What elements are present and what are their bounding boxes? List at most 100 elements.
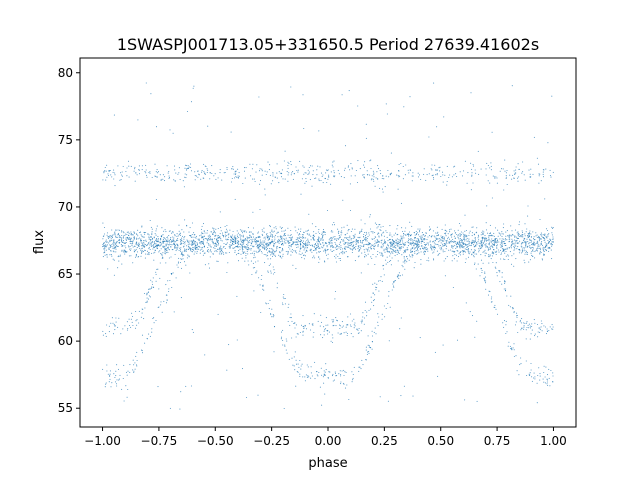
data-point	[511, 178, 513, 180]
data-point	[492, 175, 494, 177]
data-point	[505, 248, 507, 250]
data-point	[375, 286, 377, 288]
data-point	[119, 374, 121, 376]
data-point	[151, 176, 153, 179]
data-point	[520, 357, 522, 359]
data-point	[450, 234, 452, 236]
data-point	[367, 263, 369, 265]
data-point	[462, 247, 464, 249]
data-point	[306, 230, 309, 232]
data-point	[374, 246, 376, 248]
data-point	[335, 248, 337, 251]
data-point	[217, 238, 219, 240]
data-point	[250, 243, 252, 245]
data-point	[282, 344, 284, 346]
data-point	[523, 259, 525, 261]
data-point	[377, 233, 379, 235]
data-point	[521, 230, 523, 232]
data-point	[365, 248, 367, 250]
data-point	[465, 248, 467, 250]
data-point	[435, 232, 437, 234]
data-point	[273, 253, 275, 255]
data-point	[252, 238, 254, 240]
data-point	[513, 246, 516, 248]
data-point	[224, 231, 226, 233]
data-point	[335, 254, 337, 256]
data-point	[189, 240, 191, 242]
data-point	[388, 176, 390, 178]
data-point	[499, 170, 501, 172]
data-point	[332, 373, 334, 375]
data-point	[167, 280, 169, 282]
data-point	[128, 318, 130, 320]
data-point	[417, 246, 420, 249]
data-point	[323, 231, 325, 233]
data-point	[141, 235, 143, 237]
data-point	[389, 247, 391, 249]
data-point	[244, 239, 246, 241]
data-point	[166, 240, 168, 242]
data-point	[302, 315, 304, 317]
data-point	[235, 254, 238, 256]
data-point	[322, 235, 324, 237]
data-point	[489, 167, 491, 169]
data-point	[526, 374, 528, 377]
data-point	[301, 363, 303, 365]
data-point	[131, 321, 133, 323]
data-point	[507, 258, 509, 261]
data-point	[250, 238, 252, 240]
data-point	[283, 235, 285, 237]
data-point	[400, 237, 402, 239]
data-point	[185, 177, 187, 179]
data-point	[379, 396, 381, 398]
data-point	[541, 330, 543, 332]
data-point	[371, 178, 373, 180]
data-point	[484, 255, 486, 257]
data-point	[243, 170, 246, 172]
data-point	[196, 242, 198, 244]
data-point	[471, 226, 473, 228]
data-point	[363, 317, 366, 319]
data-point	[135, 253, 137, 255]
data-point	[174, 253, 176, 256]
data-point	[385, 263, 387, 265]
data-point	[536, 241, 538, 243]
data-point	[278, 240, 280, 242]
data-point	[374, 282, 376, 284]
data-point	[115, 235, 117, 237]
data-point	[445, 241, 447, 243]
data-point	[327, 377, 329, 379]
data-point	[201, 231, 203, 233]
data-point	[400, 243, 402, 246]
data-point	[281, 248, 283, 250]
data-point	[365, 240, 367, 242]
data-point	[534, 378, 536, 380]
data-point	[407, 233, 409, 235]
data-point	[105, 179, 107, 181]
data-point	[412, 395, 414, 397]
data-point	[343, 177, 345, 179]
data-point	[516, 370, 518, 372]
data-point	[348, 245, 350, 247]
data-point	[381, 188, 384, 190]
data-point	[341, 227, 343, 229]
data-point	[478, 242, 480, 244]
x-axis-label: phase	[308, 456, 347, 471]
data-point	[360, 219, 362, 221]
data-point	[183, 261, 186, 263]
data-point	[545, 236, 547, 238]
data-point	[181, 242, 183, 244]
data-point	[160, 301, 162, 303]
data-point	[181, 253, 183, 255]
data-point	[531, 329, 533, 331]
data-point	[105, 239, 107, 241]
data-point	[483, 237, 485, 239]
data-point	[251, 240, 253, 242]
data-point	[169, 279, 171, 282]
data-point	[353, 244, 355, 246]
data-point	[371, 348, 373, 350]
data-point	[279, 172, 281, 174]
data-point	[167, 244, 170, 246]
data-point	[283, 233, 286, 235]
data-point	[242, 252, 244, 254]
